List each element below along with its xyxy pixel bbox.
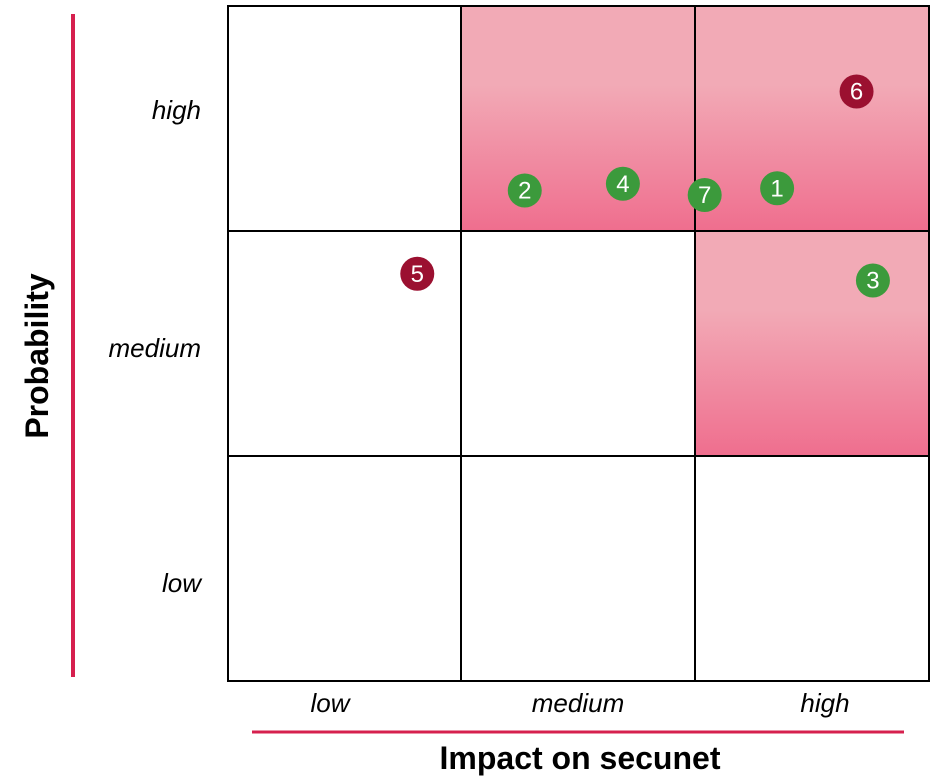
risk-marker-3: 3 — [855, 263, 890, 298]
x-axis-title: Impact on secunet — [440, 740, 721, 776]
risk-marker-label: 7 — [698, 182, 711, 209]
risk-marker-circle — [839, 74, 874, 109]
highlighted-cell-high-high — [695, 6, 929, 231]
risk-marker-circle — [687, 178, 722, 212]
risk-marker-label: 4 — [616, 171, 629, 198]
risk-marker-label: 3 — [866, 268, 879, 295]
risk-marker-7: 7 — [687, 178, 722, 212]
risk-marker-label: 2 — [518, 178, 531, 205]
y-tick-label-medium: medium — [109, 333, 201, 363]
risk-marker-6: 6 — [839, 74, 874, 109]
risk-marker-label: 5 — [411, 261, 424, 288]
highlighted-cell-medium-high — [461, 6, 695, 231]
matrix-grid — [227, 5, 930, 682]
x-tick-label-medium: medium — [532, 688, 624, 718]
risk-marker-1: 1 — [760, 171, 795, 206]
x-tick-label-low: low — [310, 688, 351, 718]
risk-marker-4: 4 — [605, 166, 640, 201]
risk-marker-5: 5 — [400, 256, 435, 291]
risk-marker-circle — [760, 171, 795, 206]
risk-marker-circle — [400, 256, 435, 291]
grid-frame — [227, 5, 930, 682]
highlighted-cell-high-medium — [695, 231, 929, 456]
x-tick-label-high: high — [800, 688, 849, 718]
risk-marker-circle — [855, 263, 890, 298]
risk-marker-circle — [605, 166, 640, 201]
risk-marker-2: 2 — [507, 173, 542, 208]
risk-markers: 1 2 3 4 5 6 7 — [400, 74, 890, 298]
risk-marker-label: 1 — [770, 175, 783, 202]
risk-marker-label: 6 — [850, 79, 863, 106]
risk-marker-circle — [507, 173, 542, 208]
highlighted-cells — [461, 6, 929, 456]
y-axis-title: Probability — [19, 273, 55, 439]
y-tick-label-high: high — [152, 95, 201, 125]
y-tick-label-low: low — [162, 568, 203, 598]
